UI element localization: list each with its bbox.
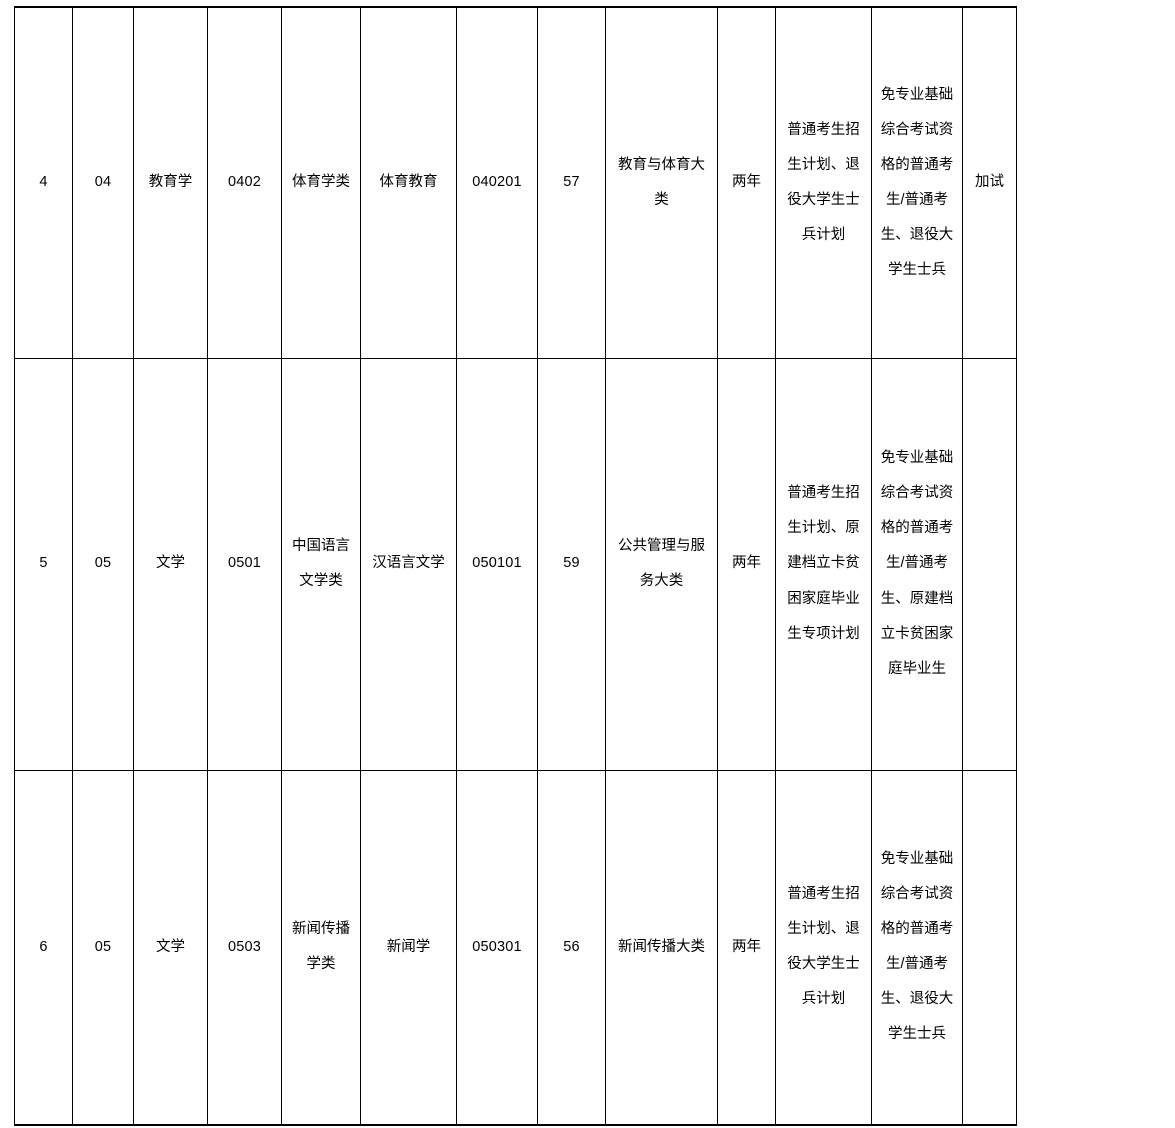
- cell-vocational-category: 新闻传播大类: [605, 769, 718, 1126]
- table-body: 4 04 教育学 0402 体育学类 体育教育 040201 57 教育与体育大…: [14, 6, 1017, 1126]
- cell-discipline-code: 05: [72, 357, 134, 771]
- cell-class-name: 体育学类: [281, 6, 361, 359]
- cell-discipline-code: 05: [72, 769, 134, 1126]
- major-comparison-table: 4 04 教育学 0402 体育学类 体育教育 040201 57 教育与体育大…: [14, 6, 1017, 1126]
- cell-applicants: 免专业基础综合考试资格的普通考生/普通考生、原建档立卡贫困家庭毕业生: [871, 357, 963, 771]
- cell-discipline-code: 04: [72, 6, 134, 359]
- cell-class-name: 新闻传播学类: [281, 769, 361, 1126]
- cell-vocational-category: 教育与体育大类: [605, 6, 718, 359]
- cell-vocational-category: 公共管理与服务大类: [605, 357, 718, 771]
- cell-plan-type: 普通考生招生计划、退役大学生士兵计划: [775, 769, 872, 1126]
- cell-study-years: 两年: [717, 357, 776, 771]
- cell-major-code: 050301: [456, 769, 538, 1126]
- cell-remark: [962, 357, 1017, 771]
- cell-major-name: 新闻学: [360, 769, 457, 1126]
- cell-class-code: 0402: [207, 6, 282, 359]
- cell-study-years: 两年: [717, 769, 776, 1126]
- cell-plan-type: 普通考生招生计划、退役大学生士兵计划: [775, 6, 872, 359]
- cell-sequence-number: 6: [14, 769, 73, 1126]
- cell-class-code: 0503: [207, 769, 282, 1126]
- cell-major-code: 040201: [456, 6, 538, 359]
- cell-remark: 加试: [962, 6, 1017, 359]
- cell-class-name: 中国语言文学类: [281, 357, 361, 771]
- cell-sequence-number: 4: [14, 6, 73, 359]
- table-row: 6 05 文学 0503 新闻传播学类 新闻学 050301 56 新闻传播大类…: [14, 769, 1017, 1126]
- table-row: 5 05 文学 0501 中国语言文学类 汉语言文学 050101 59 公共管…: [14, 357, 1017, 771]
- table-row: 4 04 教育学 0402 体育学类 体育教育 040201 57 教育与体育大…: [14, 6, 1017, 359]
- cell-discipline-name: 教育学: [133, 6, 208, 359]
- cell-discipline-name: 文学: [133, 357, 208, 771]
- cell-quota: 59: [537, 357, 606, 771]
- cell-quota: 56: [537, 769, 606, 1126]
- table-container: 4 04 教育学 0402 体育学类 体育教育 040201 57 教育与体育大…: [14, 6, 1017, 1126]
- cell-sequence-number: 5: [14, 357, 73, 771]
- cell-discipline-name: 文学: [133, 769, 208, 1126]
- cell-applicants: 免专业基础综合考试资格的普通考生/普通考生、退役大学生士兵: [871, 769, 963, 1126]
- cell-major-name: 汉语言文学: [360, 357, 457, 771]
- cell-major-name: 体育教育: [360, 6, 457, 359]
- cell-class-code: 0501: [207, 357, 282, 771]
- cell-study-years: 两年: [717, 6, 776, 359]
- cell-quota: 57: [537, 6, 606, 359]
- cell-major-code: 050101: [456, 357, 538, 771]
- cell-applicants: 免专业基础综合考试资格的普通考生/普通考生、退役大学生士兵: [871, 6, 963, 359]
- cell-plan-type: 普通考生招生计划、原建档立卡贫困家庭毕业生专项计划: [775, 357, 872, 771]
- cell-remark: [962, 769, 1017, 1126]
